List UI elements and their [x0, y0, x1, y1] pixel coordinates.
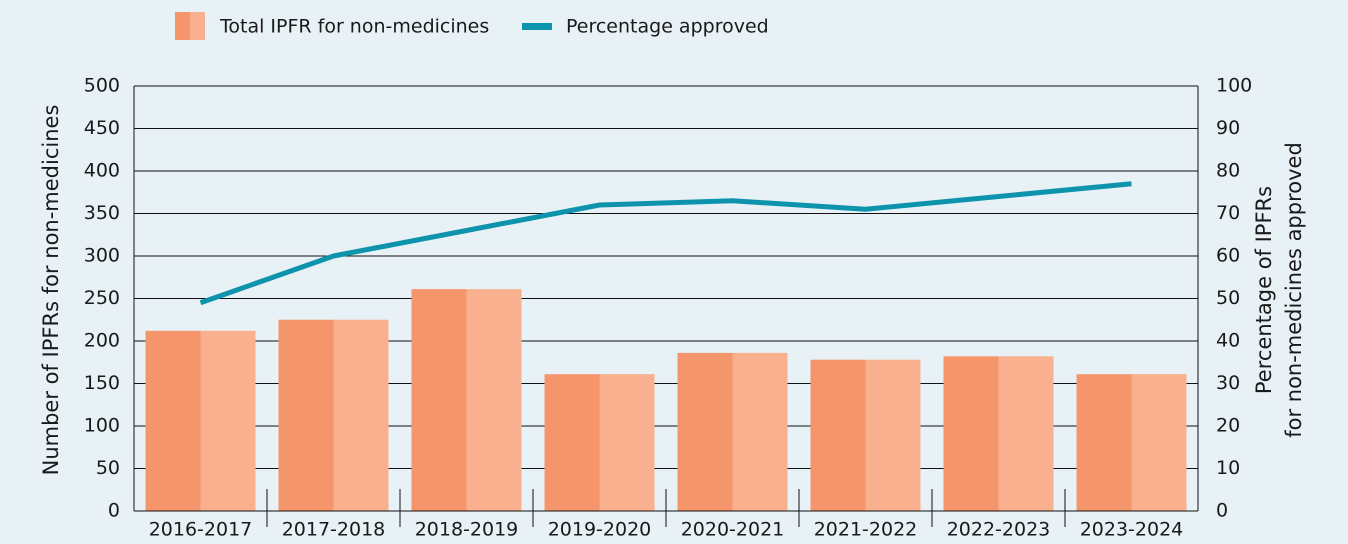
x-tick-label: 2022-2023	[947, 519, 1051, 541]
x-tick-label: 2017-2018	[282, 519, 386, 541]
x-tick-label: 2023-2024	[1080, 519, 1184, 541]
x-tick-label: 2018-2019	[415, 519, 519, 541]
bar	[278, 319, 389, 511]
y2-tick-label: 10	[1216, 457, 1240, 479]
y2-tick-label: 100	[1216, 75, 1252, 97]
bar	[411, 289, 522, 511]
legend-label: Percentage approved	[566, 16, 769, 38]
bar	[544, 374, 655, 511]
legend-swatch	[522, 23, 552, 30]
x-tick-label: 2019-2020	[548, 519, 652, 541]
y2-tick-label: 70	[1216, 202, 1240, 224]
y2-tick-label: 80	[1216, 160, 1240, 182]
bar	[810, 359, 921, 511]
bar	[145, 330, 256, 511]
y-tick-label: 200	[84, 330, 120, 352]
x-tick-label: 2020-2021	[681, 519, 785, 541]
y-tick-label: 300	[84, 245, 120, 267]
y2-tick-label: 30	[1216, 372, 1240, 394]
line	[199, 181, 1132, 306]
y2-tick-label: 90	[1216, 117, 1240, 139]
x-tick-label: 2016-2017	[149, 519, 253, 541]
bar	[677, 352, 788, 511]
y2-tick-label: 20	[1216, 415, 1240, 437]
y2-tick-label: 0	[1216, 500, 1228, 522]
legend-label: Total IPFR for non-medicines	[219, 16, 489, 38]
y2-axis-label: Percentage of IPFRs for non-medicines app…	[1252, 142, 1306, 438]
y-tick-label: 250	[84, 287, 120, 309]
y-tick-label: 400	[84, 160, 120, 182]
y-axis-label: Number of IPFRs for non-medicines	[39, 105, 63, 476]
bar	[943, 356, 1054, 511]
y-tick-label: 150	[84, 372, 120, 394]
y-tick-label: 100	[84, 415, 120, 437]
y-tick-label: 450	[84, 117, 120, 139]
y-tick-label: 0	[108, 500, 120, 522]
legend-swatch	[175, 12, 205, 40]
x-tick-label: 2021-2022	[814, 519, 918, 541]
y2-tick-label: 50	[1216, 287, 1240, 309]
y-tick-label: 500	[84, 75, 120, 97]
y-tick-label: 50	[96, 457, 120, 479]
bar	[1076, 374, 1187, 511]
y-tick-label: 350	[84, 202, 120, 224]
y2-tick-label: 60	[1216, 245, 1240, 267]
y2-tick-label: 40	[1216, 330, 1240, 352]
